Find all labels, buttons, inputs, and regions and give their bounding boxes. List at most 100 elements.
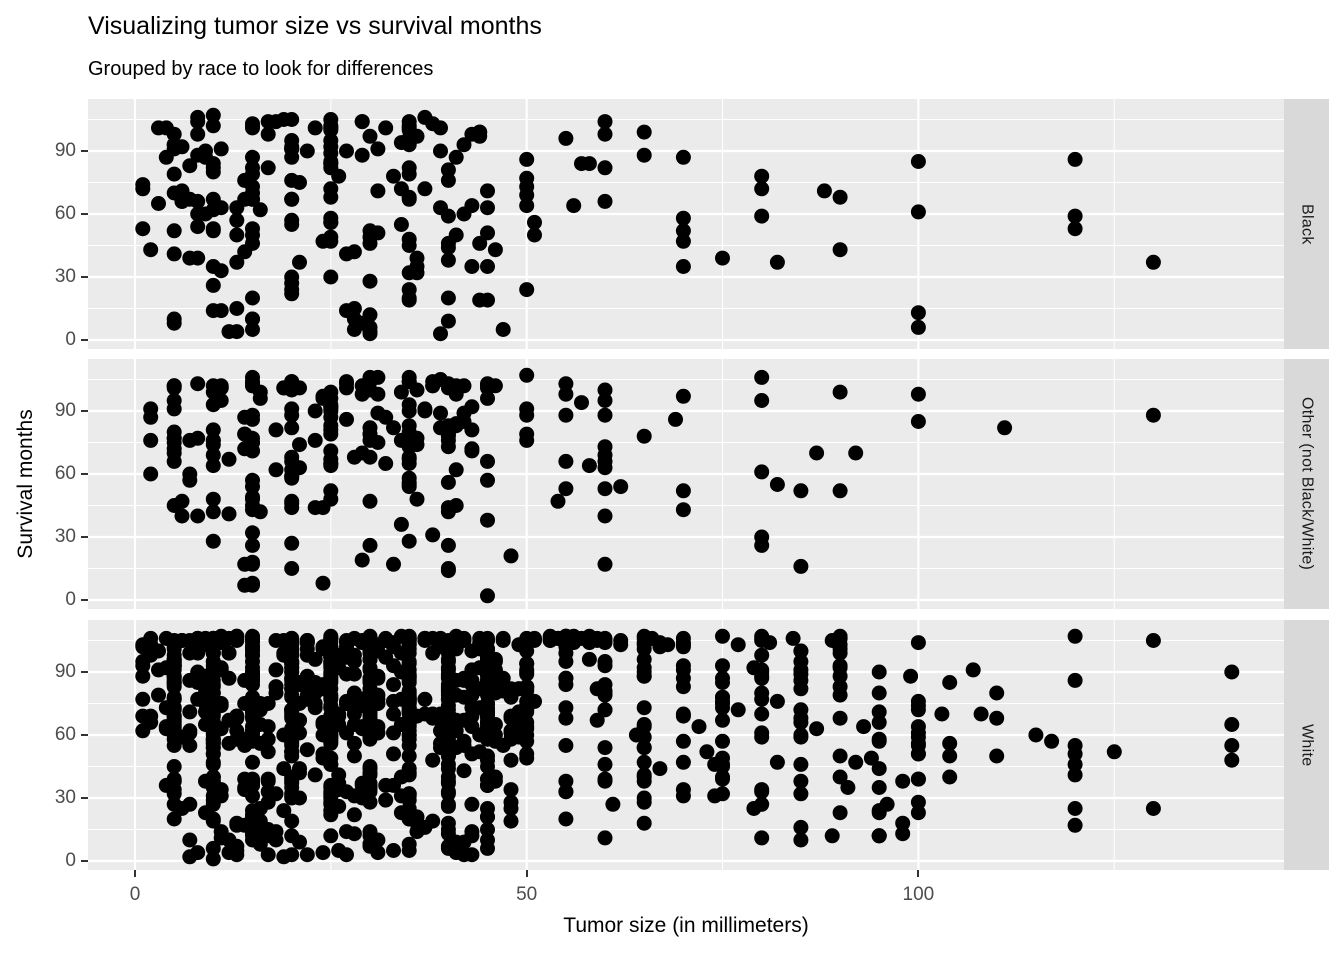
data-point [550, 493, 566, 509]
data-point [1067, 221, 1083, 237]
data-point [566, 198, 582, 214]
data-point [190, 250, 206, 266]
data-point [715, 700, 730, 716]
data-point [299, 143, 315, 159]
data-point [401, 691, 417, 707]
data-point [440, 313, 456, 329]
data-point [480, 588, 495, 604]
data-point [182, 738, 198, 753]
data-point [440, 786, 456, 802]
data-point [362, 719, 378, 735]
data-point [480, 225, 495, 241]
data-point [205, 447, 221, 463]
data-point [581, 635, 597, 651]
data-point [315, 845, 331, 861]
data-point [910, 386, 926, 402]
data-point [370, 369, 386, 385]
data-point [910, 794, 926, 810]
data-point [166, 435, 182, 450]
data-point [581, 651, 597, 667]
data-point [237, 556, 253, 572]
data-point [245, 525, 260, 541]
data-point [284, 635, 300, 651]
data-point [323, 630, 339, 646]
data-point [221, 670, 237, 686]
data-point [362, 235, 378, 251]
data-point [166, 796, 182, 812]
data-point [284, 847, 300, 863]
chart-subtitle: Grouped by race to look for differences [88, 58, 434, 80]
data-point [527, 227, 542, 243]
data-point [401, 114, 417, 130]
data-point [425, 527, 441, 543]
data-point [346, 666, 362, 682]
data-point [464, 847, 480, 863]
data-point [942, 735, 958, 751]
data-point [245, 660, 260, 676]
data-point [675, 754, 691, 770]
data-point [190, 664, 206, 680]
data-point [895, 815, 911, 831]
data-point [934, 706, 950, 722]
data-point [245, 311, 260, 327]
data-point [910, 771, 926, 787]
data-point [675, 733, 691, 749]
data-point [558, 453, 574, 469]
data-point [636, 719, 652, 735]
data-point [558, 700, 574, 716]
data-point [519, 727, 535, 743]
data-point [284, 535, 300, 551]
data-point [229, 254, 245, 270]
data-point [245, 537, 260, 553]
data-point [323, 483, 339, 499]
data-point [166, 166, 182, 182]
data-point [284, 420, 300, 436]
data-point [558, 386, 574, 402]
data-point [636, 651, 652, 667]
data-point [323, 777, 339, 793]
data-point [190, 376, 206, 392]
data-point [1067, 817, 1083, 833]
data-point [370, 183, 386, 199]
data-point [785, 630, 801, 646]
data-point [754, 537, 770, 553]
data-point [558, 130, 574, 146]
data-point [440, 687, 456, 703]
data-point [284, 561, 300, 576]
data-point [832, 710, 848, 726]
data-point [456, 763, 472, 779]
data-point [597, 773, 613, 789]
data-point [245, 435, 260, 450]
y-tick-label: 30 [54, 266, 76, 287]
data-point [362, 670, 378, 686]
data-point [574, 395, 589, 411]
data-point [190, 691, 206, 707]
x-tick-label: 0 [129, 884, 141, 905]
data-point [754, 393, 770, 408]
data-point [268, 786, 284, 802]
data-point [519, 679, 535, 695]
data-point [245, 116, 260, 132]
data-point [174, 193, 190, 209]
data-point [166, 731, 182, 747]
data-point [252, 813, 268, 829]
data-point [605, 796, 621, 812]
x-axis-title: Tumor size (in millimeters) [563, 914, 809, 937]
data-point [440, 500, 456, 516]
data-point [166, 811, 182, 827]
y-tick-mark [81, 473, 88, 475]
data-point [1224, 717, 1240, 732]
data-point [260, 744, 276, 760]
data-point [832, 483, 848, 499]
data-point [229, 301, 245, 316]
data-point [245, 149, 260, 165]
data-point [597, 407, 613, 423]
data-point [205, 259, 221, 274]
data-point [205, 756, 221, 772]
data-point [480, 685, 495, 701]
data-point [401, 456, 417, 471]
data-point [1145, 407, 1161, 423]
data-point [417, 181, 433, 197]
data-point [393, 717, 409, 732]
data-point [668, 411, 683, 427]
